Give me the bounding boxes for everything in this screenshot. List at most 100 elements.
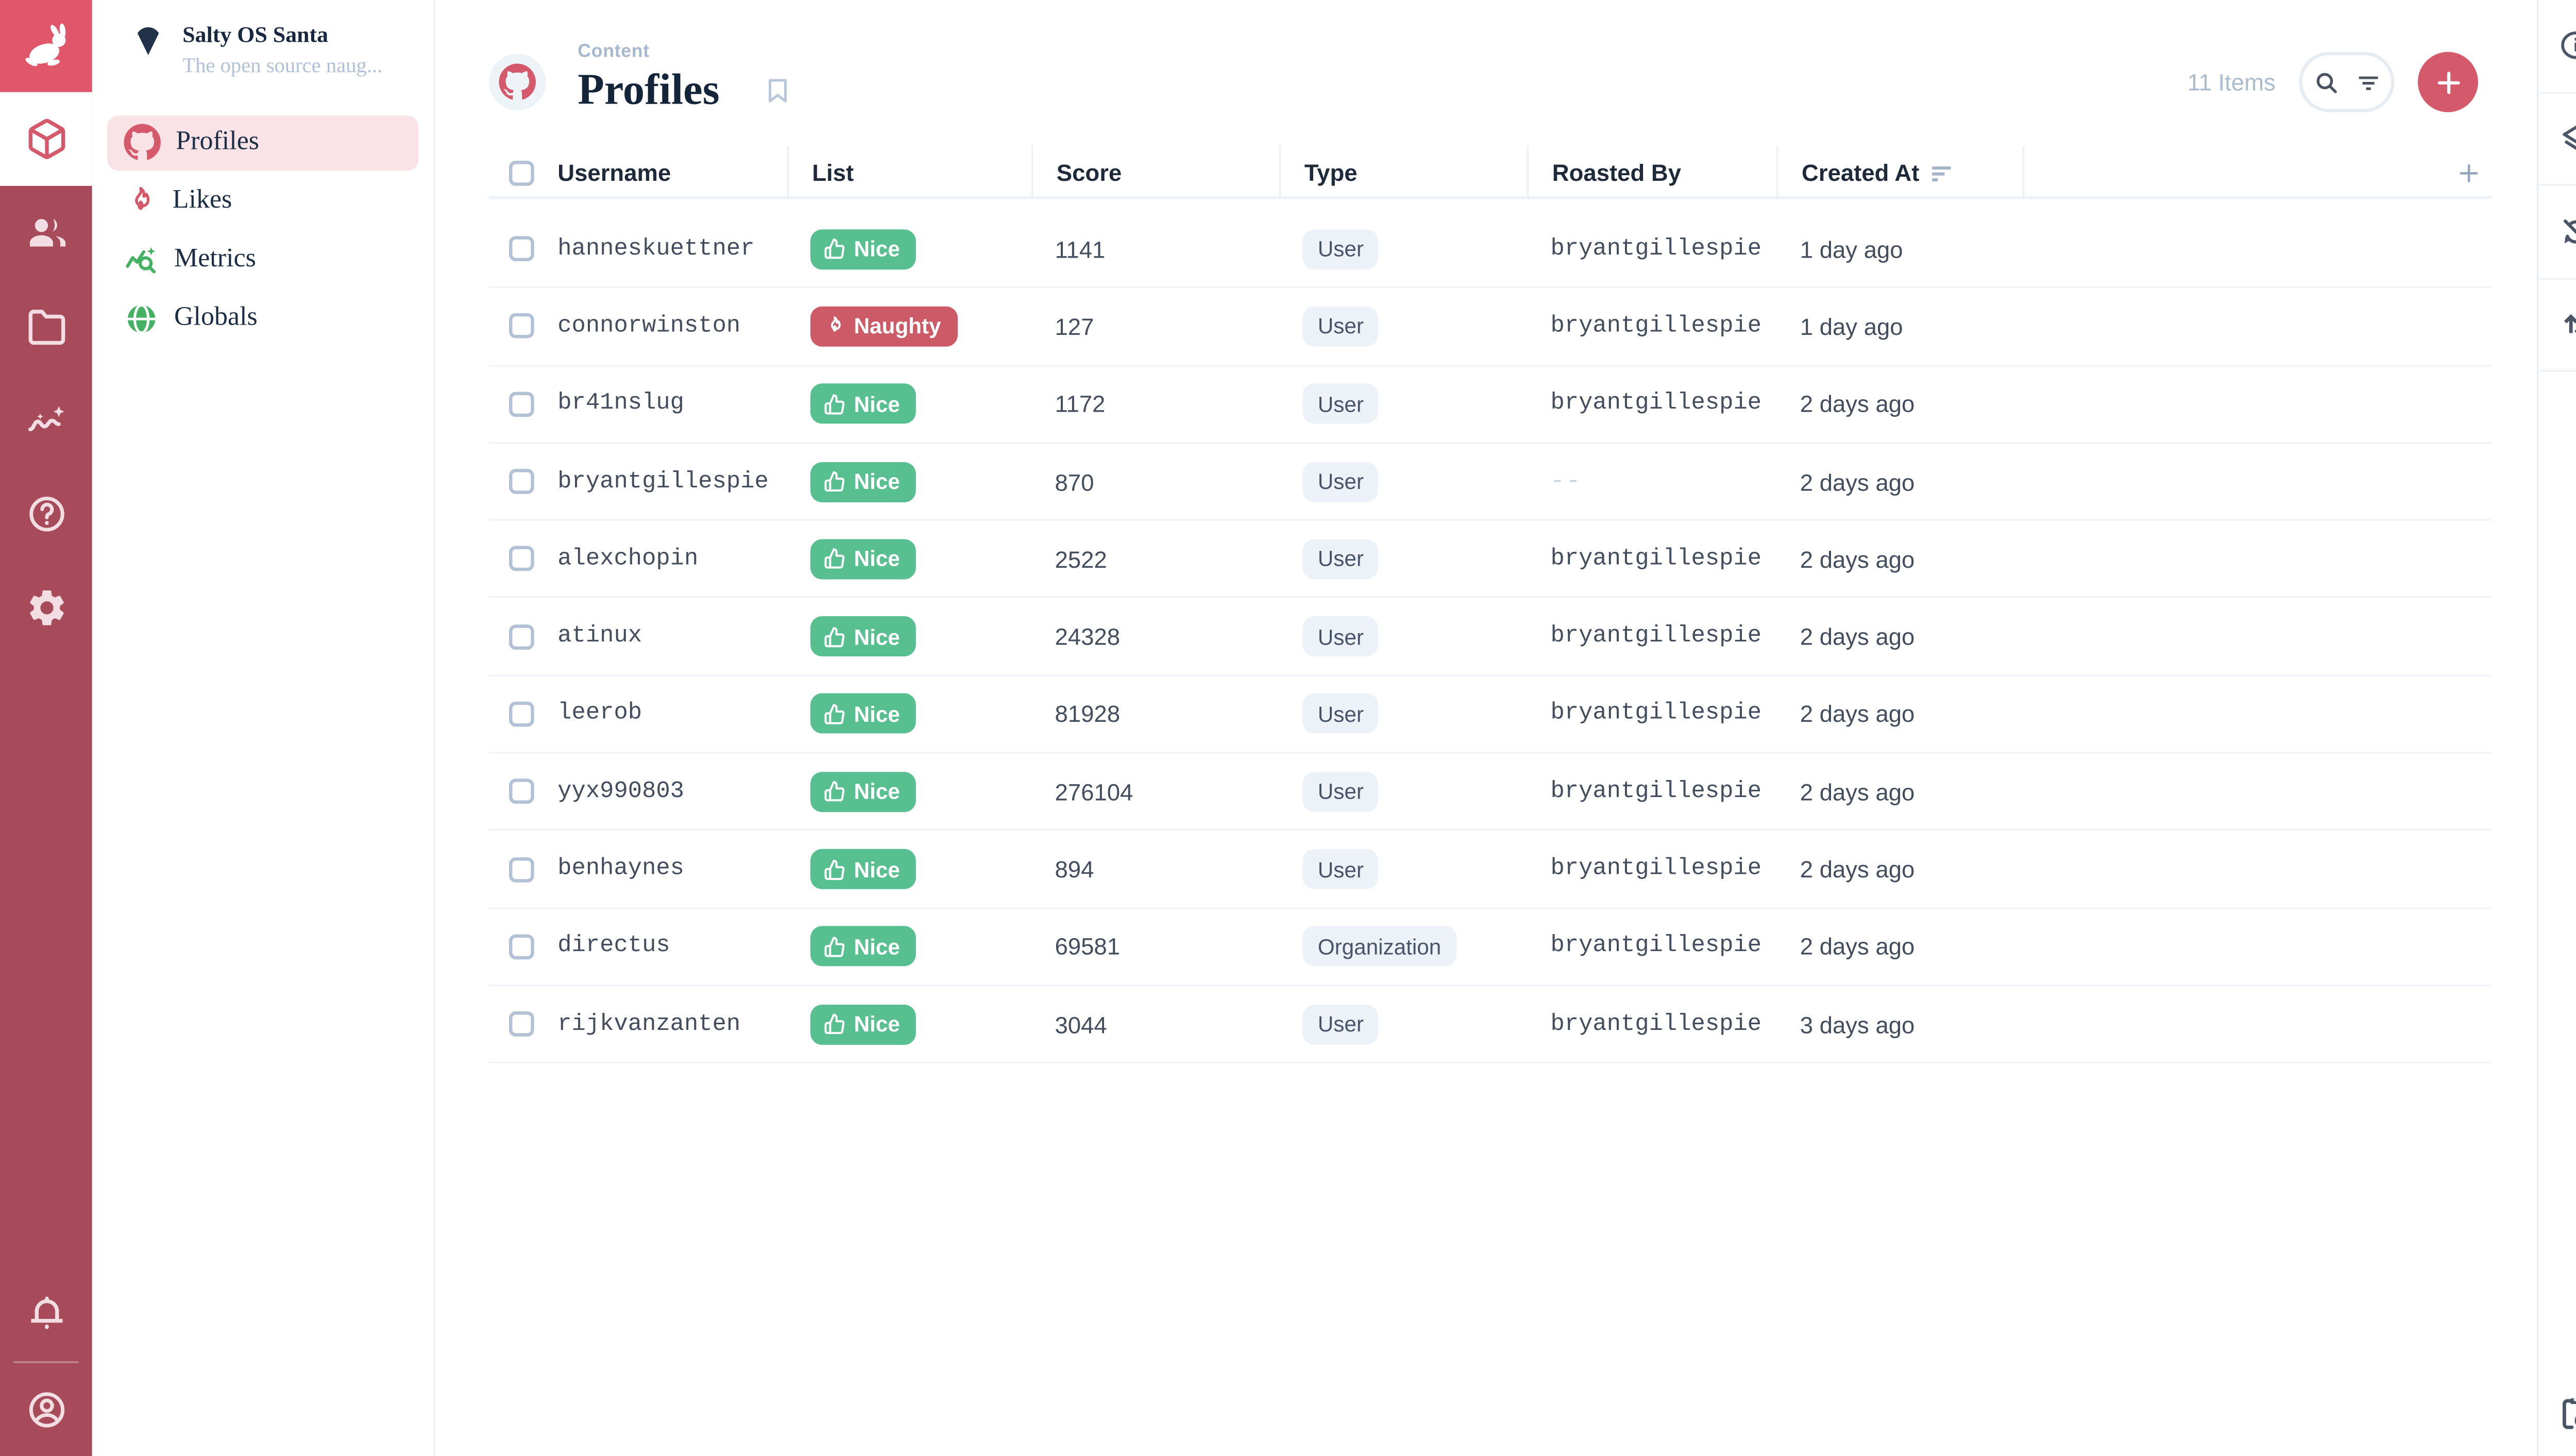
column-header-type[interactable]: Type	[1279, 145, 1551, 199]
list-badge: Nice	[810, 693, 917, 734]
column-header-username[interactable]: Username	[557, 159, 671, 186]
module-settings[interactable]	[0, 561, 92, 655]
table-row[interactable]: connorwinston Naughty 127 User	[489, 289, 2492, 366]
cell-username: benhaynes	[557, 855, 685, 883]
user-menu-button[interactable]	[0, 1362, 92, 1456]
type-chip: User	[1302, 229, 1379, 269]
row-checkbox[interactable]	[509, 469, 534, 494]
account-circle-icon	[24, 1387, 68, 1431]
sidebar-item-likes[interactable]: Likes	[107, 173, 419, 228]
filter-button[interactable]	[2353, 68, 2382, 96]
table-row[interactable]: rijkvanzanten Nice 3044 User	[489, 986, 2492, 1064]
cell-list: Nice	[810, 538, 1055, 579]
cell-username: atinux	[557, 623, 642, 650]
cell-roasted-by: bryantgillespie	[1550, 700, 1762, 727]
row-checkbox[interactable]	[509, 391, 534, 417]
add-item-button[interactable]	[2418, 52, 2478, 112]
table-row[interactable]: directus Nice 69581 Organization	[489, 909, 2492, 987]
list-badge-label: Nice	[854, 546, 900, 572]
table-row[interactable]: bryantgillespie Nice 870 User	[489, 444, 2492, 521]
sidebar-item-globals[interactable]: Globals	[107, 291, 419, 346]
directus-rabbit-logo[interactable]	[0, 0, 92, 92]
cell-list: Nice	[810, 926, 1055, 967]
sidebar-item-metrics[interactable]: Metrics	[107, 232, 419, 287]
row-checkbox[interactable]	[509, 934, 534, 959]
row-checkbox[interactable]	[509, 236, 534, 262]
cell-roasted-by: bryantgillespie	[1550, 623, 1762, 650]
table-row[interactable]: hanneskuettner Nice 1141 User	[489, 211, 2492, 289]
pending-tasks-button[interactable]	[2538, 1369, 2576, 1456]
row-checkbox[interactable]	[509, 624, 534, 649]
type-chip: User	[1302, 693, 1379, 734]
module-documentation[interactable]	[0, 467, 92, 561]
row-checkbox-cell	[489, 778, 557, 804]
select-all-cell	[489, 146, 557, 199]
cell-created-at: 1 day ago	[1800, 313, 1903, 340]
row-checkbox[interactable]	[509, 856, 534, 882]
select-all-checkbox[interactable]	[509, 160, 534, 185]
cell-created-at: 2 days ago	[1800, 933, 1915, 960]
module-file-library[interactable]	[0, 280, 92, 374]
module-user-directory[interactable]	[0, 186, 92, 280]
layers-sidebar-button[interactable]	[2538, 93, 2576, 187]
sidebar-item-profiles[interactable]: Profiles	[107, 114, 419, 170]
plus-icon	[2432, 66, 2464, 98]
column-header-label: Created At	[1802, 159, 1920, 186]
table-row[interactable]: atinux Nice 24328 User br	[489, 599, 2492, 676]
cell-username: hanneskuettner	[557, 235, 755, 263]
notifications-button[interactable]	[0, 1267, 92, 1361]
row-checkbox[interactable]	[509, 1011, 534, 1037]
cell-type: User	[1302, 849, 1551, 889]
column-header-score[interactable]: Score	[1031, 145, 1303, 199]
bookmark-icon[interactable]	[763, 74, 791, 107]
table-row[interactable]: br41nslug Nice 1172 User	[489, 366, 2492, 444]
table-row[interactable]: yyx990803 Nice 276104 User	[489, 754, 2492, 832]
row-checkbox[interactable]	[509, 701, 534, 727]
table-row[interactable]: leerob Nice 81928 User br	[489, 676, 2492, 754]
row-checkbox-cell	[489, 236, 557, 262]
cell-username: alexchopin	[557, 545, 699, 572]
column-header-list[interactable]: List	[787, 145, 1055, 199]
items-count: 11 Items	[2187, 69, 2276, 96]
column-header-created-at[interactable]: Created At	[1776, 145, 2025, 199]
module-bar-divider	[13, 1360, 79, 1363]
project-info[interactable]: Salty OS Santa The open source naug...	[92, 0, 434, 95]
cell-username: bryantgillespie	[557, 468, 769, 495]
cell-type: User	[1302, 771, 1551, 812]
row-checkbox[interactable]	[509, 778, 534, 804]
gear-icon	[24, 586, 68, 630]
thumbs-up-icon	[824, 781, 845, 802]
row-checkbox[interactable]	[509, 314, 534, 339]
cell-username: leerob	[557, 700, 642, 727]
folder-icon	[24, 305, 68, 349]
list-badge-label: Nice	[854, 778, 900, 804]
search-button[interactable]	[2312, 68, 2340, 96]
module-content[interactable]	[0, 92, 92, 186]
type-chip: Organization	[1302, 926, 1456, 967]
row-checkbox-cell	[489, 314, 557, 339]
row-checkbox-cell	[489, 856, 557, 882]
thumbs-up-icon	[824, 703, 845, 725]
list-badge: Nice	[810, 926, 917, 967]
thumbs-up-icon	[824, 238, 845, 260]
add-column-button[interactable]	[2456, 160, 2482, 185]
import-export-button[interactable]	[2538, 279, 2576, 373]
cell-created-at: 2 days ago	[1800, 391, 1915, 418]
table-row[interactable]: benhaynes Nice 894 User b	[489, 831, 2492, 909]
table-row[interactable]: alexchopin Nice 2522 User	[489, 521, 2492, 599]
row-checkbox-cell	[489, 546, 557, 572]
module-insights[interactable]	[0, 374, 92, 467]
row-checkbox[interactable]	[509, 546, 534, 572]
cell-list: Nice	[810, 461, 1055, 502]
title-group: Content Profiles	[489, 42, 791, 117]
cell-created-at: 1 day ago	[1800, 235, 1903, 263]
info-sidebar-button[interactable]	[2538, 0, 2576, 93]
page-title: Profiles	[578, 65, 720, 114]
sync-disabled-button[interactable]	[2538, 186, 2576, 280]
row-checkbox-cell	[489, 1011, 557, 1037]
breadcrumb[interactable]: Content	[578, 42, 650, 62]
rabbit-icon	[19, 19, 73, 73]
search-bar[interactable]	[2299, 52, 2395, 112]
column-header-roasted-by[interactable]: Roasted By	[1527, 145, 1800, 199]
github-icon	[124, 124, 161, 161]
